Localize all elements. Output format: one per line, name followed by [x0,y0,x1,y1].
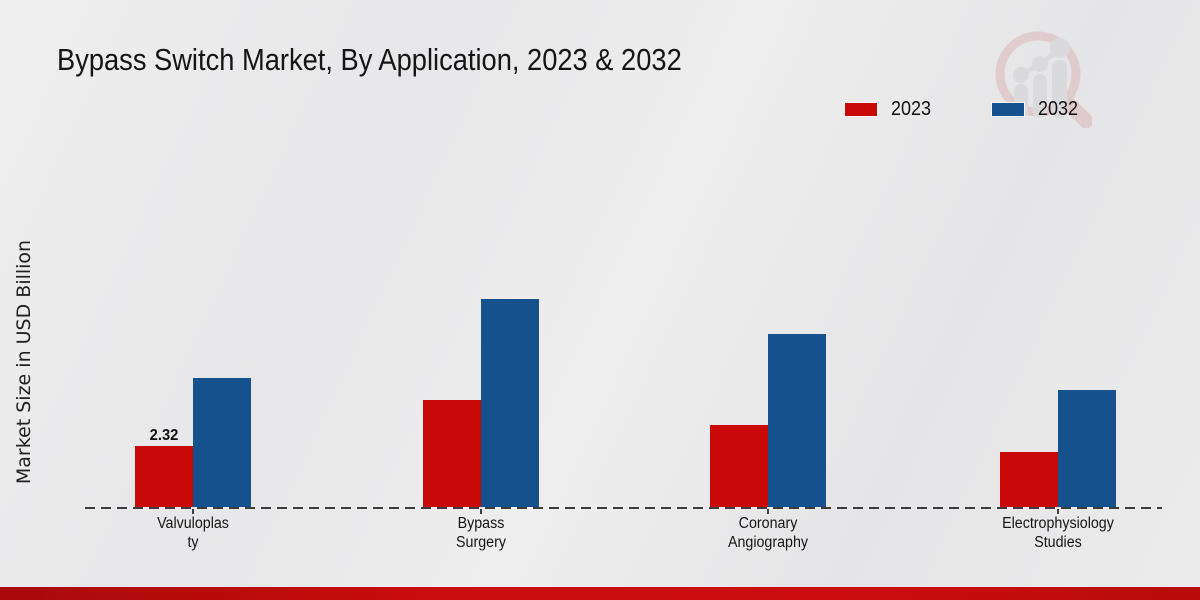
x-axis-label-coronary-angiography: Coronary Angiography [727,515,809,551]
x-axis-dashed-baseline [85,507,1162,509]
footer-accent-bar [0,587,1200,600]
bar-2023-coronary-angiography [710,425,768,507]
brand-watermark-logo-icon [995,31,1092,128]
bar-value-label: 2.32 [149,427,179,444]
legend-label-2032: 2032 [1037,98,1078,120]
bar-2023-electrophysiology-studies [1000,452,1058,507]
bar-2023-bypass-surgery [423,400,481,507]
legend: 2023 2032 [844,98,1082,121]
x-axis-tick-bypass-surgery [480,509,482,514]
chart-title: Bypass Switch Market, By Application, 20… [57,42,682,77]
x-axis-tick-coronary-angiography [767,509,769,514]
bar-2032-bypass-surgery [481,299,539,507]
legend-swatch-2023 [844,102,878,117]
x-axis-label-valvuloplasty: Valvuloplas ty [157,515,229,551]
bar-2032-coronary-angiography [768,334,826,507]
x-axis-label-electrophysiology-studies: Electrophysiology Studies [1002,515,1114,551]
legend-label-2023: 2023 [891,98,932,120]
x-axis-tick-valvuloplasty [192,509,194,514]
x-axis-tick-electrophysiology-studies [1057,509,1059,514]
legend-swatch-2032 [990,102,1025,117]
bar-2023-valvuloplasty [135,446,193,507]
y-axis-title: Market Size in USD Billion [13,239,35,485]
bar-2032-electrophysiology-studies [1058,390,1116,507]
bar-2032-valvuloplasty [193,378,251,507]
x-axis-label-bypass-surgery: Bypass Surgery [456,515,506,551]
